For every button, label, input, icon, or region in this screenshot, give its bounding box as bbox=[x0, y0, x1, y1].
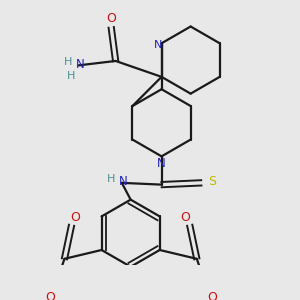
Text: H: H bbox=[107, 174, 116, 184]
Text: S: S bbox=[208, 176, 216, 188]
Text: H: H bbox=[64, 57, 72, 67]
Text: H: H bbox=[67, 71, 76, 81]
Text: N: N bbox=[157, 157, 166, 170]
Text: O: O bbox=[70, 211, 80, 224]
Text: N: N bbox=[76, 58, 85, 71]
Text: N: N bbox=[154, 40, 162, 50]
Text: O: O bbox=[106, 12, 116, 25]
Text: O: O bbox=[207, 291, 217, 300]
Text: O: O bbox=[180, 211, 190, 224]
Text: O: O bbox=[45, 291, 55, 300]
Text: N: N bbox=[119, 176, 128, 188]
